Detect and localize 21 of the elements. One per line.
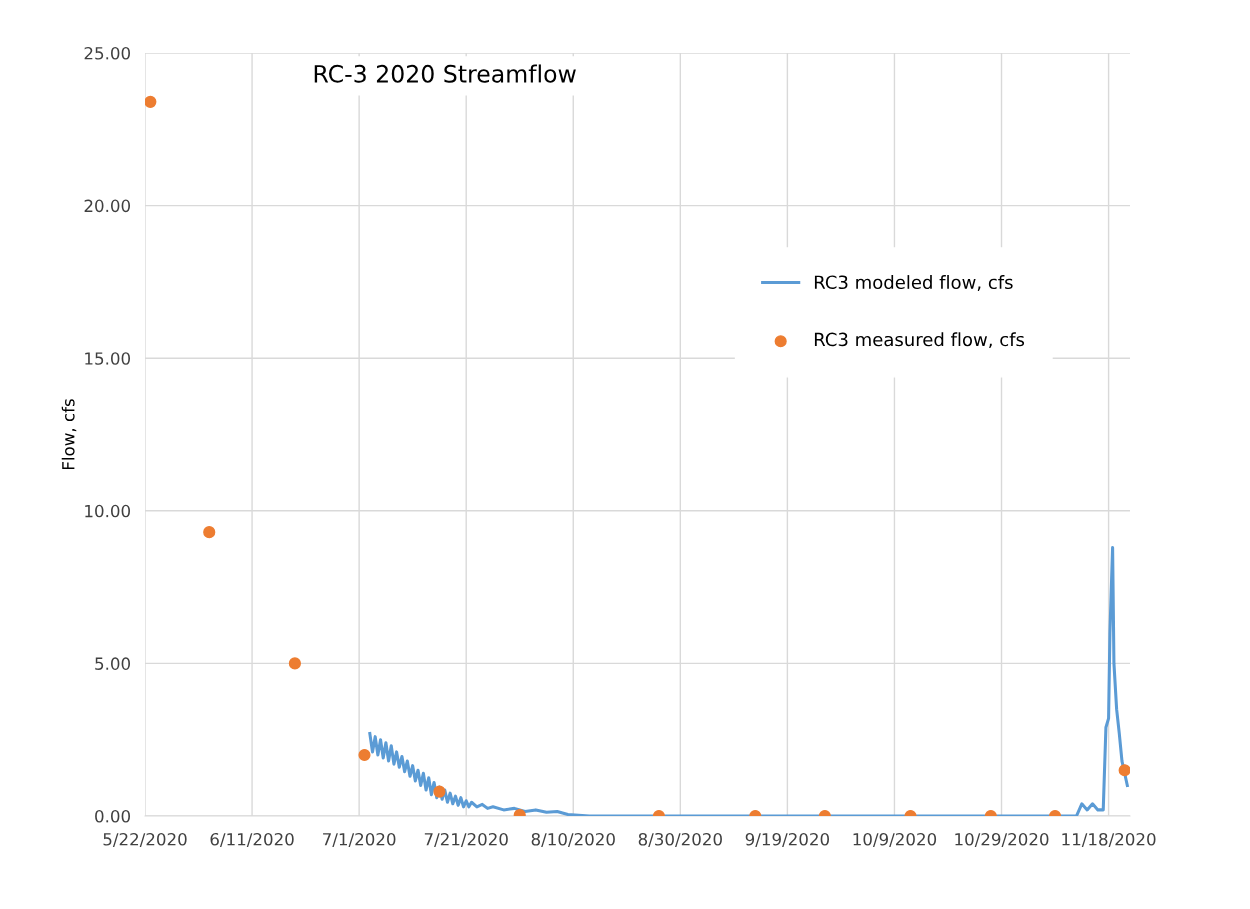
y-tick-label: 5.00 [95, 657, 130, 670]
x-tick-label: 10/29/2020 [955, 832, 1049, 847]
x-tick-label: 5/22/2020 [103, 832, 187, 847]
legend-label: RC3 modeled flow, cfs [814, 275, 1013, 291]
y-tick-label: 20.00 [84, 199, 130, 213]
x-tick-label: 11/18/2020 [1062, 832, 1156, 847]
y-axis-title: Flow, cfs [61, 399, 77, 470]
legend-label: RC3 measured flow, cfs [814, 332, 1025, 349]
x-tick-label: 10/9/2020 [853, 832, 937, 847]
point [145, 95, 157, 108]
y-tick-label: 0.00 [95, 809, 130, 823]
x-tick-label: 8/10/2020 [531, 832, 615, 847]
chart-title: RC-3 2020 Streamflow [314, 64, 576, 83]
x-tick-label: 9/19/2020 [745, 832, 830, 847]
x-tick-label: 6/11/2020 [210, 832, 294, 847]
x-tick-label: 8/30/2020 [638, 832, 722, 847]
y-tick-label: 15.00 [85, 352, 130, 365]
y-tick-label: 25.00 [84, 46, 130, 60]
x-tick-label: 7/1/2020 [323, 832, 396, 847]
y-tick-label: 10.00 [85, 504, 130, 518]
x-tick-label: 7/21/2020 [424, 832, 508, 847]
